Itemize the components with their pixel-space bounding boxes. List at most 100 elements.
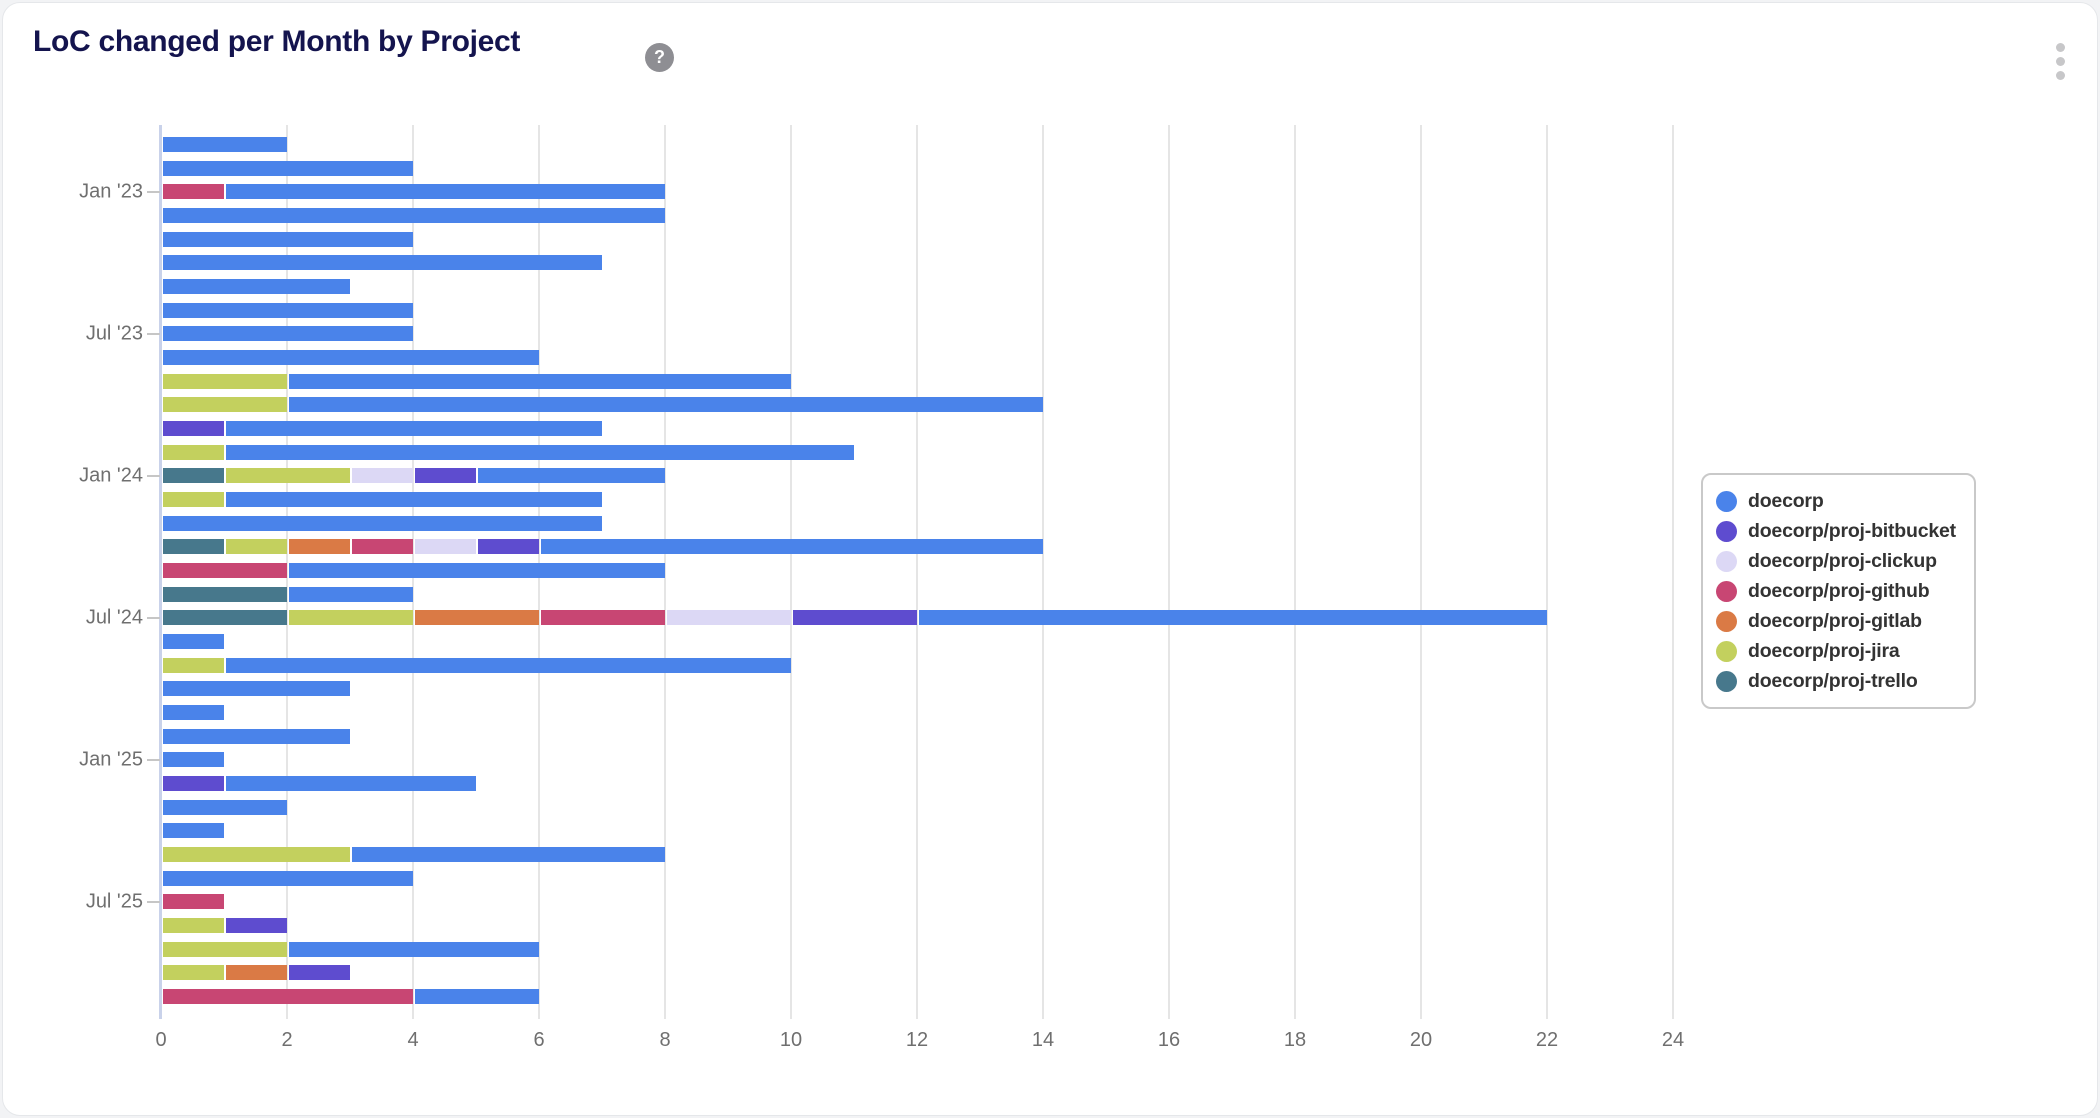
- y-axis-label: Jul '25: [85, 890, 143, 913]
- bar-segment[interactable]: [162, 776, 224, 792]
- bar-segment[interactable]: [351, 847, 665, 863]
- bar-segment[interactable]: [666, 610, 791, 626]
- bar-segment[interactable]: [792, 610, 917, 626]
- x-axis-tick-label: 6: [533, 1029, 545, 1051]
- bar-segment[interactable]: [162, 586, 287, 602]
- legend-color-dot: [1716, 580, 1737, 602]
- legend-item-doecorp[interactable]: doecorp: [1716, 486, 1956, 516]
- legend-item-doecorp-proj-bitbucket[interactable]: doecorp/proj-bitbucket: [1716, 516, 1956, 546]
- bar-segment[interactable]: [225, 657, 791, 673]
- legend-color-dot: [1716, 490, 1737, 512]
- legend-item-doecorp-proj-trello[interactable]: doecorp/proj-trello: [1716, 666, 1956, 696]
- legend-label: doecorp/proj-trello: [1748, 669, 1918, 692]
- y-axis-line: [159, 125, 162, 1019]
- bar-segment[interactable]: [225, 421, 602, 437]
- bar-segment[interactable]: [162, 231, 413, 247]
- legend-item-doecorp-proj-jira[interactable]: doecorp/proj-jira: [1716, 636, 1956, 666]
- bar-segment[interactable]: [162, 421, 224, 437]
- y-axis-tick: [147, 332, 160, 335]
- kebab-menu-icon[interactable]: [2049, 39, 2071, 83]
- bar-segment[interactable]: [288, 941, 539, 957]
- bar-segment[interactable]: [288, 610, 413, 626]
- help-icon[interactable]: ?: [645, 43, 674, 72]
- bar-segment[interactable]: [162, 728, 350, 744]
- bar-segment[interactable]: [414, 539, 476, 555]
- bar-segment[interactable]: [477, 468, 665, 484]
- bar-segment[interactable]: [225, 468, 350, 484]
- bar-segment[interactable]: [162, 634, 224, 650]
- bar-segment[interactable]: [162, 823, 224, 839]
- bar-segment[interactable]: [162, 373, 287, 389]
- bar-segment[interactable]: [162, 350, 539, 366]
- bar-segment[interactable]: [225, 776, 476, 792]
- bar-segment[interactable]: [162, 799, 287, 815]
- x-axis-tick-label: 4: [407, 1029, 419, 1051]
- bar-segment[interactable]: [162, 326, 413, 342]
- bar-segment[interactable]: [225, 539, 287, 555]
- bar-segment[interactable]: [288, 539, 350, 555]
- y-axis-tick: [147, 190, 160, 193]
- bar-segment[interactable]: [162, 610, 287, 626]
- bar-segment[interactable]: [288, 397, 1043, 413]
- bar-segment[interactable]: [162, 989, 413, 1005]
- bar-segment[interactable]: [162, 918, 224, 934]
- bar-segment[interactable]: [162, 563, 287, 579]
- kebab-dot: [2055, 42, 2065, 52]
- bar-segment[interactable]: [162, 965, 224, 981]
- legend-label: doecorp/proj-jira: [1748, 639, 1900, 662]
- bar-segment[interactable]: [162, 847, 350, 863]
- bar-segment[interactable]: [162, 160, 413, 176]
- bar-segment[interactable]: [162, 752, 224, 768]
- legend-item-doecorp-proj-gitlab[interactable]: doecorp/proj-gitlab: [1716, 606, 1956, 636]
- bar-segment[interactable]: [162, 539, 224, 555]
- bar-segment[interactable]: [288, 965, 350, 981]
- bar-segment[interactable]: [162, 941, 287, 957]
- bar-segment[interactable]: [540, 539, 1043, 555]
- bar-segment[interactable]: [162, 255, 602, 271]
- bar-segment[interactable]: [162, 681, 350, 697]
- y-axis-label: Jan '23: [79, 180, 143, 203]
- bar-segment[interactable]: [162, 468, 224, 484]
- legend-item-doecorp-proj-clickup[interactable]: doecorp/proj-clickup: [1716, 546, 1956, 576]
- bar-segment[interactable]: [477, 539, 539, 555]
- legend-color-dot: [1716, 550, 1737, 572]
- legend-label: doecorp/proj-clickup: [1748, 549, 1937, 572]
- bar-segment[interactable]: [288, 563, 665, 579]
- bar-segment[interactable]: [225, 918, 287, 934]
- bar-segment[interactable]: [162, 705, 224, 721]
- bar-segment[interactable]: [351, 539, 413, 555]
- y-axis-tick: [147, 758, 160, 761]
- bar-segment[interactable]: [225, 965, 287, 981]
- bar-segment[interactable]: [162, 302, 413, 318]
- bar-segment[interactable]: [162, 894, 224, 910]
- bar-segment[interactable]: [162, 870, 413, 886]
- gridline: [1294, 125, 1296, 1019]
- bar-segment[interactable]: [540, 610, 665, 626]
- bar-segment[interactable]: [225, 444, 854, 460]
- bar-segment[interactable]: [162, 137, 287, 152]
- bar-segment[interactable]: [162, 208, 665, 223]
- bar-segment[interactable]: [288, 373, 791, 389]
- y-axis-tick: [147, 900, 160, 903]
- x-axis-tick-label: 12: [905, 1029, 929, 1051]
- bar-segment[interactable]: [351, 468, 413, 484]
- bar-segment[interactable]: [225, 184, 665, 200]
- bar-segment[interactable]: [162, 184, 224, 200]
- x-axis-tick-label: 10: [779, 1029, 803, 1051]
- bar-segment[interactable]: [288, 586, 413, 602]
- bar-segment[interactable]: [162, 397, 287, 413]
- legend-color-dot: [1716, 640, 1737, 662]
- bar-segment[interactable]: [162, 444, 224, 460]
- bar-segment[interactable]: [162, 492, 224, 508]
- bar-segment[interactable]: [414, 610, 539, 626]
- gridline: [664, 125, 666, 1019]
- bar-segment[interactable]: [162, 279, 350, 295]
- bar-segment[interactable]: [225, 492, 602, 508]
- bar-segment[interactable]: [162, 657, 224, 673]
- bar-segment[interactable]: [414, 468, 476, 484]
- bar-segment[interactable]: [414, 989, 539, 1005]
- bar-segment[interactable]: [918, 610, 1547, 626]
- legend-item-doecorp-proj-github[interactable]: doecorp/proj-github: [1716, 576, 1956, 606]
- bar-segment[interactable]: [162, 515, 602, 531]
- x-axis-tick-label: 16: [1157, 1029, 1181, 1051]
